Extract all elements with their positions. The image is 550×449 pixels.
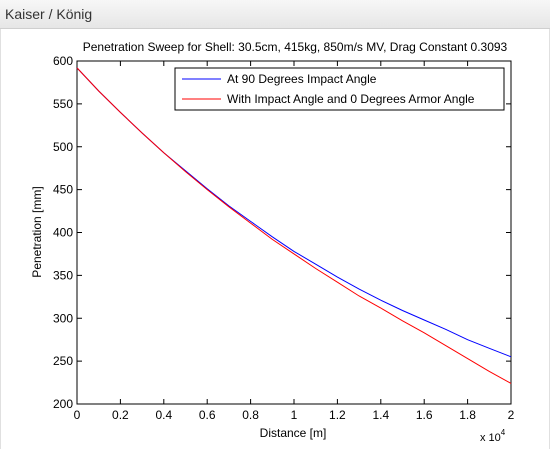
x-axis-multiplier-base: x 10 <box>480 432 501 444</box>
x-tick-label: 1.6 <box>416 408 433 422</box>
y-tick-label: 400 <box>53 226 73 240</box>
x-tick-label: 0.4 <box>155 408 172 422</box>
y-tick-label: 550 <box>53 97 73 111</box>
y-tick-label: 450 <box>53 183 73 197</box>
y-tick-label: 250 <box>53 354 73 368</box>
y-tick-label: 300 <box>53 311 73 325</box>
y-tick-label: 200 <box>53 397 73 411</box>
legend-label-series-1: At 90 Degrees Impact Angle <box>227 72 377 86</box>
x-tick-label: 0 <box>74 408 81 422</box>
y-tick-label: 500 <box>53 140 73 154</box>
y-tick-label: 600 <box>53 54 73 68</box>
window-title: Kaiser / König <box>5 6 93 22</box>
x-tick-label: 1.4 <box>372 408 389 422</box>
x-tick-label: 1 <box>291 408 298 422</box>
series-lines <box>76 67 512 384</box>
x-axis-multiplier: x 104 <box>480 428 506 444</box>
plot-area <box>76 60 512 405</box>
y-axis-ticks: 200 250 300 350 400 450 500 550 600 <box>53 54 511 411</box>
legend-label-series-2: With Impact Angle and 0 Degrees Armor An… <box>227 92 475 106</box>
chart-title: Penetration Sweep for Shell: 30.5cm, 415… <box>83 40 508 54</box>
x-tick-label: 2 <box>508 408 515 422</box>
series-line-2 <box>76 67 512 384</box>
window-title-bar: Kaiser / König <box>0 0 550 29</box>
x-axis-ticks: 0 0.2 0.4 0.6 0.8 1 1.2 1.4 1.6 1.8 2 <box>74 61 515 422</box>
x-tick-label: 0.6 <box>199 408 216 422</box>
x-tick-label: 1.2 <box>329 408 346 422</box>
legend: At 90 Degrees Impact Angle With Impact A… <box>174 67 505 111</box>
x-tick-label: 0.8 <box>242 408 259 422</box>
x-tick-label: 0.2 <box>112 408 129 422</box>
x-axis-multiplier-exponent: 4 <box>501 428 506 437</box>
y-tick-label: 350 <box>53 268 73 282</box>
y-axis-label: Penetration [mm] <box>30 186 44 277</box>
x-axis-label: Distance [m] <box>260 426 327 440</box>
x-tick-label: 1.8 <box>459 408 476 422</box>
legend-box <box>174 67 505 111</box>
